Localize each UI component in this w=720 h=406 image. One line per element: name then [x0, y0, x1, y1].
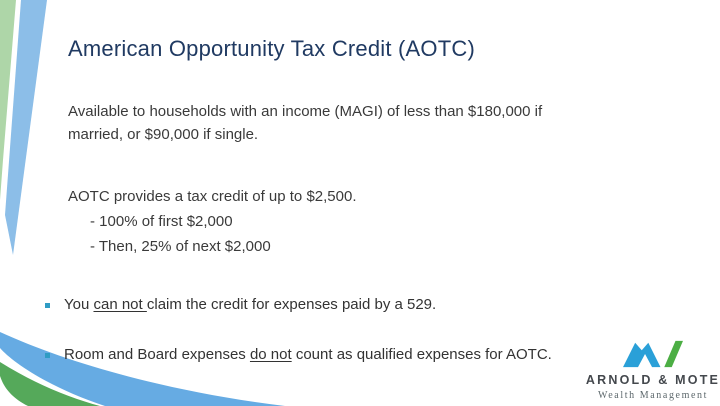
bullet-529-post: claim the credit for expenses paid by a … [146, 296, 437, 313]
credit-detail-item: - Then, 25% of next $2,000 [90, 238, 271, 255]
arnold-mote-logo-icon [623, 340, 683, 368]
corner-swoosh-decoration [0, 332, 285, 406]
income-paragraph-line1: Available to households with an income (… [68, 103, 543, 120]
bullet-room-board: Room and Board expenses do not count as … [45, 346, 552, 363]
credit-detail-item: - 100% of first $2,000 [90, 213, 233, 230]
logo-company-name: ARNOLD & MOTE [585, 373, 720, 387]
credit-paragraph: AOTC provides a tax credit of up to $2,5… [68, 184, 357, 259]
logo-tagline: Wealth Management [598, 390, 708, 401]
arnold-mote-logo: ARNOLD & MOTE Wealth Management [578, 339, 720, 401]
bullet-529-pre: You [64, 296, 94, 313]
slide-title: American Opportunity Tax Credit (AOTC) [68, 36, 475, 61]
bullet-room-board-text: Room and Board expenses do not count as … [64, 346, 552, 363]
bullet-529-underlined: can not [93, 296, 147, 313]
bullet-room-board-underlined: do not [249, 346, 292, 363]
income-paragraph: Available to households with an income (… [68, 100, 542, 146]
bullet-room-board-pre: Room and Board expenses [64, 346, 250, 363]
square-bullet-icon [45, 303, 50, 308]
bullet-room-board-post: count as qualified expenses for AOTC. [291, 346, 552, 363]
square-bullet-icon [45, 353, 50, 358]
bullet-529: You can not claim the credit for expense… [45, 296, 436, 313]
bullet-529-text: You can not claim the credit for expense… [64, 296, 436, 313]
income-paragraph-line2: married, or $90,000 if single. [68, 126, 259, 143]
credit-heading: AOTC provides a tax credit of up to $2,5… [68, 188, 357, 205]
left-stripes-decoration [0, 0, 47, 255]
